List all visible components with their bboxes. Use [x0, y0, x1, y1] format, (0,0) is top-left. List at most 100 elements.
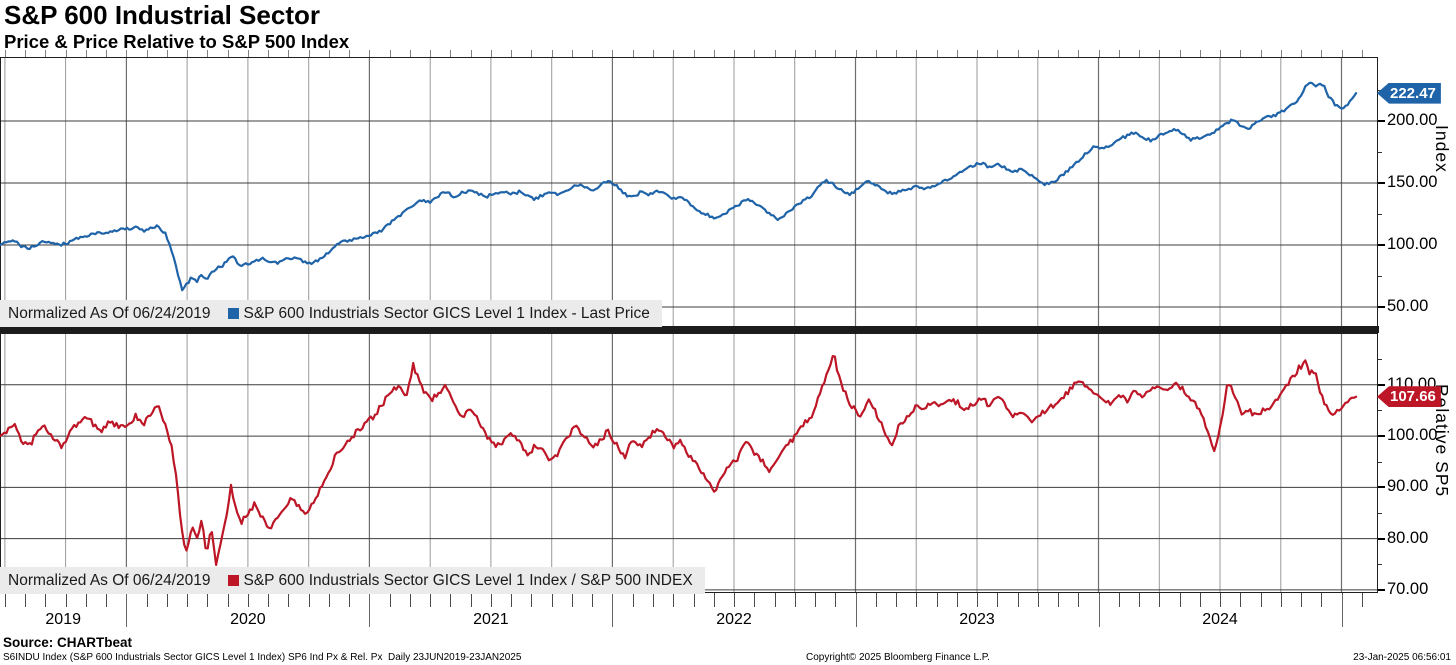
x-axis-month-tick	[349, 593, 351, 607]
x-axis-month-tick	[146, 593, 148, 607]
x-axis-month-tick	[490, 593, 492, 607]
y-axis-major-tick	[1378, 588, 1385, 591]
top-axis-month-tick	[551, 50, 553, 57]
top-axis-month-tick	[389, 50, 391, 57]
last-relative-badge: 107.66	[1377, 386, 1441, 408]
x-axis-month-tick	[1118, 593, 1120, 607]
price-legend[interactable]: Normalized As Of 06/24/2019 S&P 600 Indu…	[0, 300, 662, 327]
top-axis-month-tick	[632, 50, 634, 57]
y-axis-minor-tick	[1378, 276, 1382, 278]
x-axis-month-tick	[1078, 593, 1080, 607]
x-axis-month-tick	[1260, 593, 1262, 607]
y-axis-major-tick	[1378, 537, 1385, 540]
x-axis-month-tick	[835, 593, 837, 607]
x-axis-month-tick	[1220, 593, 1221, 607]
top-axis-month-tick	[693, 50, 695, 57]
x-axis-month-tick	[1280, 593, 1282, 607]
x-axis-year-label: 2021	[473, 611, 509, 628]
y-axis-major-tick	[1378, 435, 1385, 438]
x-axis-month-tick	[794, 593, 796, 607]
y-axis-minor-tick	[1378, 564, 1382, 566]
top-axis-month-tick	[612, 50, 614, 57]
x-axis-month-tick	[430, 593, 432, 607]
top-axis-month-tick	[936, 50, 938, 57]
x-axis-year-label: 2019	[45, 611, 81, 628]
normalized-as-of-label: Normalized As Of 06/24/2019	[8, 304, 211, 322]
x-axis-year-divider	[369, 594, 371, 627]
relative-series-marker-icon	[228, 575, 240, 586]
top-axis-month-tick	[855, 50, 857, 57]
x-axis-month-tick	[653, 593, 654, 607]
panel-border	[0, 333, 1378, 593]
x-axis-month-tick	[875, 593, 877, 607]
top-axis-month-tick	[1341, 50, 1343, 57]
x-axis-month-tick	[65, 593, 67, 607]
last-price-badge: 222.47	[1377, 82, 1441, 104]
top-axis-month-tick	[328, 50, 330, 57]
x-axis-year-label: 2024	[1202, 611, 1238, 628]
top-axis-month-tick	[1078, 50, 1080, 57]
top-axis-month-tick	[247, 50, 249, 57]
top-axis-month-tick	[187, 50, 189, 57]
x-axis-month-tick	[531, 593, 533, 607]
top-axis-month-tick	[25, 50, 27, 57]
x-axis-month-tick	[166, 593, 168, 607]
x-axis-month-tick	[511, 593, 513, 607]
top-axis-month-tick	[713, 50, 715, 57]
top-axis-month-tick	[1017, 50, 1019, 57]
top-axis-month-tick	[126, 50, 128, 57]
price-series-legend-item: S&P 600 Industrials Sector GICS Level 1 …	[228, 305, 650, 323]
y-axis-minor-tick	[1378, 410, 1382, 412]
y-axis-minor-tick	[1378, 152, 1382, 153]
x-axis-month-tick	[592, 593, 594, 607]
y-axis-tick-label: 200.00	[1387, 110, 1438, 129]
copyright-label: Copyright© 2025 Bloomberg Finance L.P.	[806, 652, 990, 663]
top-axis-month-tick	[470, 50, 472, 57]
top-axis-month-tick	[65, 50, 67, 57]
y-axis-major-tick	[1378, 383, 1385, 386]
x-axis-year-label: 2020	[230, 611, 266, 628]
y-axis-minor-tick	[1378, 214, 1382, 215]
x-axis-month-tick	[1037, 593, 1039, 607]
x-axis-month-tick	[247, 593, 249, 607]
price-panel[interactable]	[0, 57, 1378, 327]
y-axis-minor-tick	[1378, 461, 1382, 463]
y-axis-minor-tick	[1378, 513, 1382, 514]
relative-legend[interactable]: Normalized As Of 06/24/2019 S&P 600 Indu…	[0, 567, 705, 594]
top-axis-month-tick	[531, 50, 533, 57]
top-axis-month-tick	[1179, 50, 1181, 57]
relative-panel[interactable]	[0, 333, 1378, 593]
relative-series-label: S&P 600 Industrials Sector GICS Level 1 …	[243, 571, 693, 589]
top-axis-month-tick	[369, 50, 371, 57]
x-axis: 2019 2020 2021 2022 2023 2024	[0, 593, 1379, 635]
relative-series-legend-item: S&P 600 Industrials Sector GICS Level 1 …	[228, 571, 693, 590]
x-axis-month-tick	[1139, 593, 1140, 607]
top-axis-month-tick	[409, 50, 411, 57]
top-axis-month-tick	[511, 50, 513, 57]
top-axis-month-tick	[1098, 50, 1100, 57]
price-series-marker-icon	[228, 308, 240, 319]
top-axis-month-tick	[1058, 50, 1059, 57]
top-axis-month-tick	[349, 50, 351, 57]
page-subtitle: Price & Price Relative to S&P 500 Index	[4, 31, 350, 52]
top-axis-month-tick	[4, 50, 6, 57]
x-axis-month-tick	[25, 593, 27, 607]
top-axis-month-tick	[875, 50, 877, 57]
x-axis-month-tick	[977, 593, 978, 607]
x-axis-month-tick	[1199, 593, 1201, 607]
y-axis-major-tick	[1378, 306, 1385, 309]
y-axis-title-relative-sp5: Relative SP5	[1432, 384, 1452, 498]
top-axis-month-tick	[490, 50, 492, 57]
x-axis-month-tick	[85, 593, 87, 607]
x-axis-month-tick	[632, 593, 634, 607]
x-axis-month-tick	[187, 593, 189, 607]
top-axis-month-tick	[1280, 50, 1282, 57]
panel-separator	[0, 326, 1379, 333]
top-axis-month-tick	[592, 50, 594, 57]
top-axis-month-tick	[1139, 50, 1140, 57]
relative-series-line	[0, 355, 1358, 566]
top-axis-month-tick	[1037, 50, 1039, 57]
x-axis-month-tick	[207, 593, 209, 607]
top-axis-month-tick	[106, 50, 108, 57]
top-axis-month-tick	[754, 50, 756, 57]
